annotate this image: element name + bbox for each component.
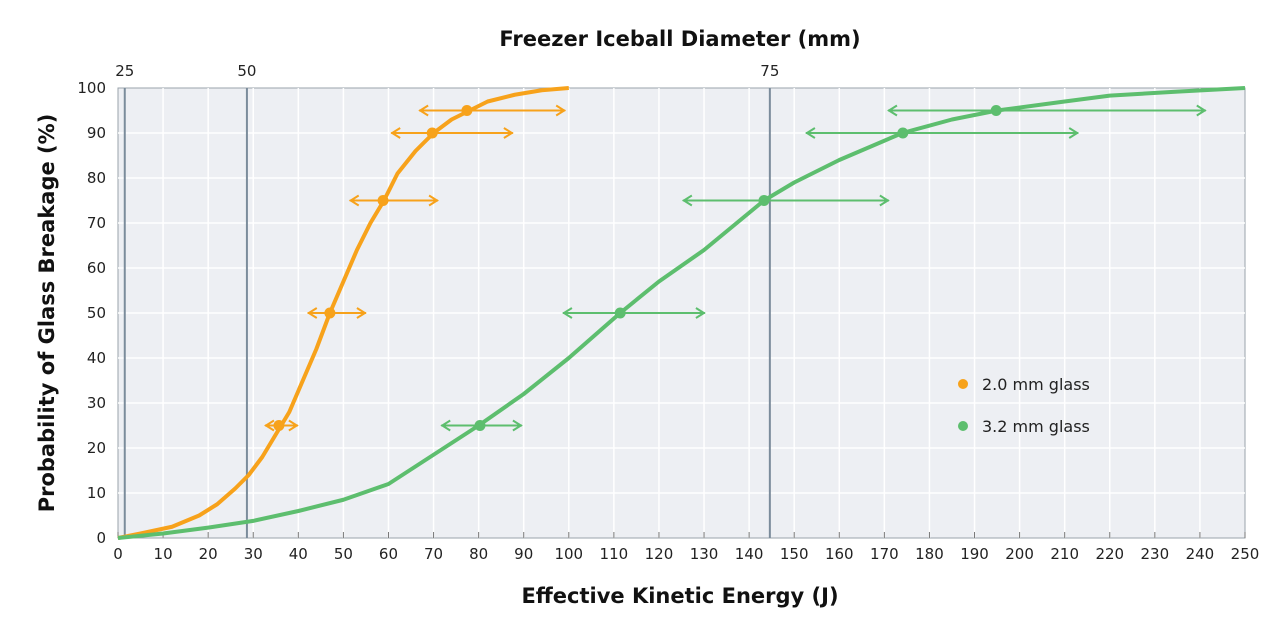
x-tick-label: 240 <box>1186 545 1215 563</box>
data-point <box>474 420 486 431</box>
error-bar-left-arrow <box>887 104 898 117</box>
y-tick-label: 60 <box>87 259 106 277</box>
y-tick-label: 50 <box>87 304 106 322</box>
top-axis-tick-label: 50 <box>237 62 256 80</box>
y-tick-label: 40 <box>87 349 106 367</box>
x-tick-label: 0 <box>113 545 123 563</box>
x-tick-label: 180 <box>915 545 944 563</box>
x-tick-label: 170 <box>870 545 899 563</box>
error-bar-right-arrow <box>512 419 523 432</box>
x-tick-label: 130 <box>690 545 719 563</box>
x-tick-label: 30 <box>244 545 263 563</box>
x-tick-label: 20 <box>199 545 218 563</box>
error-bar-right-arrow <box>555 104 567 117</box>
x-tick-label: 90 <box>514 545 533 563</box>
y-tick-label: 90 <box>87 124 106 142</box>
y-tick-label: 30 <box>87 394 106 412</box>
axis-ticks: 0 10 20 30 40 50 60 70 80 90 100 110 120 130 140 150 160… <box>77 79 1259 563</box>
x-tick-label: 160 <box>825 545 854 563</box>
error-bar-left-arrow <box>562 307 573 319</box>
y-tick-label: 0 <box>96 529 106 547</box>
x-tick-label: 220 <box>1095 545 1124 563</box>
error-bar-left-arrow <box>348 194 360 207</box>
x-tick-label: 10 <box>154 545 173 563</box>
y-tick-label: 20 <box>87 439 106 457</box>
x-tick-label: 200 <box>1005 545 1034 563</box>
error-bar-left-arrow <box>805 127 816 139</box>
x-tick-label: 50 <box>334 545 353 563</box>
diameter-markers: 25 50 75 <box>115 62 779 538</box>
series-layer <box>117 86 1246 540</box>
top-axis-tick-label: 75 <box>760 62 779 80</box>
x-tick-label: 120 <box>645 545 674 563</box>
data-point <box>377 195 389 206</box>
x-tick-label: 230 <box>1141 545 1170 563</box>
error-bar-left-arrow <box>390 127 401 139</box>
error-bar-left-arrow <box>440 419 451 432</box>
data-point <box>758 195 770 206</box>
x-tick-label: 190 <box>960 545 989 563</box>
data-point <box>897 127 909 139</box>
error-bar-right-arrow <box>288 419 299 432</box>
legend: 2.0 mm glass 3.2 mm glass <box>958 375 1090 436</box>
data-point <box>614 307 626 319</box>
x-tick-label: 80 <box>469 545 488 563</box>
data-point <box>990 105 1002 116</box>
x-tick-label: 210 <box>1050 545 1079 563</box>
y-tick-label: 10 <box>87 484 106 502</box>
error-bar-left-arrow <box>264 419 275 432</box>
x-tick-label: 150 <box>780 545 809 563</box>
error-bar-right-arrow <box>1068 127 1080 139</box>
top-axis-title: Freezer Iceball Diameter (mm) <box>499 27 860 51</box>
legend-marker-2mm <box>958 379 968 389</box>
x-tick-label: 250 <box>1231 545 1260 563</box>
error-bar-left-arrow <box>681 194 693 207</box>
series-0 <box>117 86 569 540</box>
data-point <box>324 307 336 319</box>
error-bar-right-arrow <box>356 307 367 319</box>
x-tick-label: 140 <box>735 545 764 563</box>
data-point <box>426 127 438 139</box>
error-bar-right-arrow <box>879 194 890 207</box>
legend-label-3mm: 3.2 mm glass <box>982 417 1090 436</box>
x-tick-label: 60 <box>379 545 398 563</box>
data-point <box>273 420 285 431</box>
top-axis-tick-label: 25 <box>115 62 134 80</box>
error-bar-right-arrow <box>1196 104 1207 117</box>
data-point <box>461 105 473 116</box>
y-tick-label: 70 <box>87 214 106 232</box>
error-bar-right-arrow <box>503 127 514 139</box>
error-bar-left-arrow <box>306 307 318 319</box>
x-tick-label: 110 <box>600 545 629 563</box>
y-tick-label: 100 <box>77 79 106 97</box>
legend-label-2mm: 2.0 mm glass <box>982 375 1090 394</box>
x-tick-label: 40 <box>289 545 308 563</box>
error-bar-left-arrow <box>418 104 429 117</box>
error-bar-right-arrow <box>428 194 439 207</box>
legend-marker-3mm <box>958 421 968 431</box>
x-tick-label: 100 <box>554 545 583 563</box>
x-axis-title: Effective Kinetic Energy (J) <box>521 584 838 608</box>
y-axis-title: Probability of Glass Breakage (%) <box>35 114 59 513</box>
series-1 <box>117 86 1246 540</box>
y-tick-label: 80 <box>87 169 106 187</box>
series-line <box>117 86 1246 540</box>
x-tick-label: 70 <box>424 545 443 563</box>
error-bar-right-arrow <box>695 307 706 319</box>
